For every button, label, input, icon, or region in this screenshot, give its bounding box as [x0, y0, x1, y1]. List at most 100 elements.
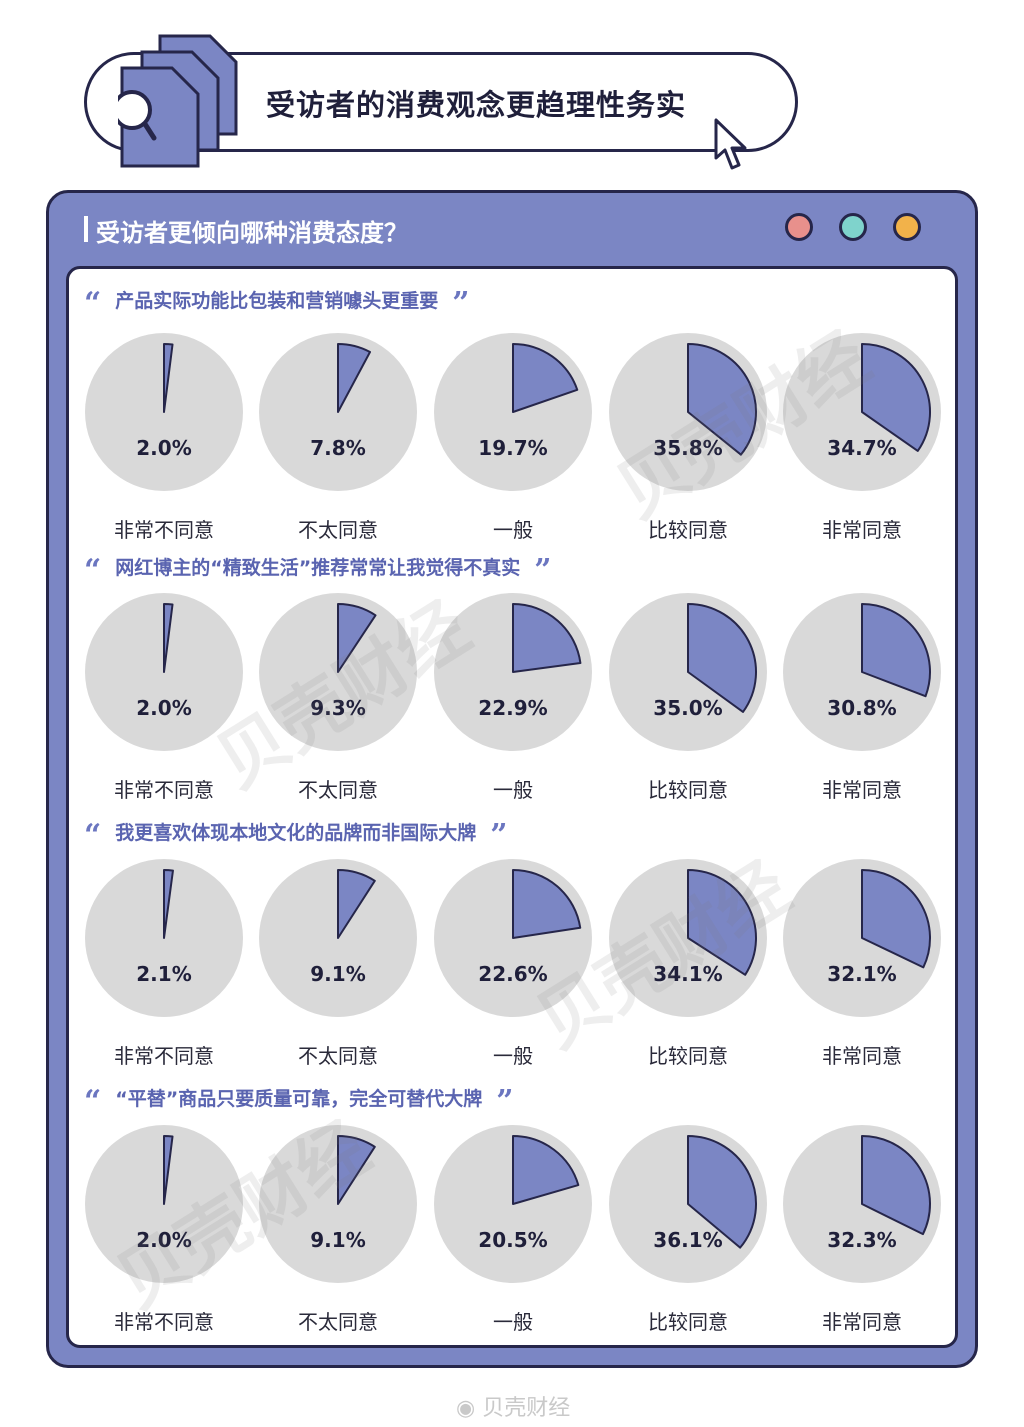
pie-slice [512, 869, 582, 939]
pie-slice [337, 603, 377, 673]
category-label: 非常不同意 [114, 1310, 214, 1334]
percent-label: 9.3% [310, 696, 366, 720]
pie-chart [783, 859, 941, 1017]
pie-chart [609, 1125, 767, 1283]
category-label: 非常同意 [822, 1044, 902, 1068]
title-accent-bar [84, 216, 88, 242]
pie-slice [337, 343, 372, 413]
percent-label: 19.7% [478, 436, 548, 460]
pie-slice [512, 603, 582, 673]
close-quote-icon: ” [496, 1084, 514, 1119]
pie-slice [337, 869, 376, 939]
pie-chart [85, 333, 243, 491]
category-label: 比较同意 [648, 778, 728, 802]
category-label: 比较同意 [648, 1310, 728, 1334]
category-label: 不太同意 [298, 1044, 378, 1068]
question-title-3: “我更喜欢体现本地文化的品牌而非国际大牌” [84, 818, 508, 853]
percent-label: 22.9% [478, 696, 548, 720]
percent-label: 34.7% [827, 436, 897, 460]
weibo-icon: ◉ [456, 1396, 483, 1421]
open-quote-icon: “ [84, 286, 102, 321]
pie-chart [434, 1125, 592, 1283]
percent-label: 32.1% [827, 962, 897, 986]
pie-slice [163, 343, 174, 413]
pie-chart [85, 1125, 243, 1283]
percent-label: 7.8% [310, 436, 366, 460]
pie-chart [609, 859, 767, 1017]
percent-label: 2.0% [136, 1228, 192, 1252]
document-search-icon [118, 34, 238, 168]
percent-label: 22.6% [478, 962, 548, 986]
window-dot-red [785, 213, 813, 241]
pie-slice [861, 869, 931, 969]
percent-label: 9.1% [310, 962, 366, 986]
cursor-icon [714, 118, 747, 170]
pie-slice [687, 869, 757, 976]
category-label: 非常不同意 [114, 518, 214, 542]
percent-label: 35.8% [653, 436, 723, 460]
window-dot-teal [839, 213, 867, 241]
pie-chart [783, 593, 941, 751]
category-label: 非常同意 [822, 778, 902, 802]
pie-slice [337, 1135, 376, 1205]
pie-chart [85, 593, 243, 751]
pie-slice [512, 1135, 580, 1205]
category-label: 比较同意 [648, 518, 728, 542]
pie-slice [687, 343, 757, 456]
pie-slice [861, 603, 931, 698]
pie-chart [783, 333, 941, 491]
category-label: 不太同意 [298, 778, 378, 802]
close-quote-icon: ” [490, 818, 508, 853]
category-label: 比较同意 [648, 1044, 728, 1068]
percent-label: 2.0% [136, 696, 192, 720]
percent-label: 35.0% [653, 696, 723, 720]
pie-slice [163, 603, 174, 673]
percent-label: 9.1% [310, 1228, 366, 1252]
footer-logo: ◉ 贝壳财经 [456, 1396, 571, 1421]
category-label: 非常不同意 [114, 778, 214, 802]
percent-label: 30.8% [827, 696, 897, 720]
percent-label: 36.1% [653, 1228, 723, 1252]
percent-label: 20.5% [478, 1228, 548, 1252]
category-label: 非常同意 [822, 518, 902, 542]
category-label: 非常同意 [822, 1310, 902, 1334]
percent-label: 34.1% [653, 962, 723, 986]
percent-label: 2.0% [136, 436, 192, 460]
page-title: 受访者的消费观念更趋理性务实 [266, 88, 687, 122]
open-quote-icon: “ [84, 553, 102, 588]
pie-slice [163, 868, 174, 939]
pie-slice [861, 343, 931, 452]
close-quote-icon: ” [534, 553, 552, 588]
pie-slice [687, 1135, 757, 1249]
pie-chart [259, 859, 417, 1017]
category-label: 一般 [493, 1310, 533, 1334]
question-title-2: “网红博主的“精致生活”推荐常常让我觉得不真实” [84, 553, 552, 588]
category-label: 非常不同意 [114, 1044, 214, 1068]
percent-label: 32.3% [827, 1228, 897, 1252]
pie-chart [609, 333, 767, 491]
pie-slice [861, 1135, 931, 1236]
category-label: 一般 [493, 1044, 533, 1068]
panel-question: 受访者更倾向哪种消费态度？ [96, 219, 408, 247]
close-quote-icon: ” [452, 286, 470, 321]
pie-slice [163, 1135, 174, 1205]
pie-chart [609, 593, 767, 751]
open-quote-icon: “ [84, 1084, 102, 1119]
question-title-1: “产品实际功能比包装和营销噱头更重要” [84, 286, 470, 321]
category-label: 一般 [493, 518, 533, 542]
category-label: 不太同意 [298, 1310, 378, 1334]
pie-slice [687, 603, 757, 713]
pie-chart [434, 593, 592, 751]
pie-chart [259, 593, 417, 751]
category-label: 不太同意 [298, 518, 378, 542]
pie-chart [85, 859, 243, 1017]
pie-chart [434, 859, 592, 1017]
pie-chart [783, 1125, 941, 1283]
window-dot-yellow [893, 213, 921, 241]
pie-slice [512, 343, 579, 413]
pie-chart [259, 333, 417, 491]
percent-label: 2.1% [136, 962, 192, 986]
open-quote-icon: “ [84, 818, 102, 853]
category-label: 一般 [493, 778, 533, 802]
question-title-4: ““平替”商品只要质量可靠，完全可替代大牌” [84, 1084, 514, 1119]
